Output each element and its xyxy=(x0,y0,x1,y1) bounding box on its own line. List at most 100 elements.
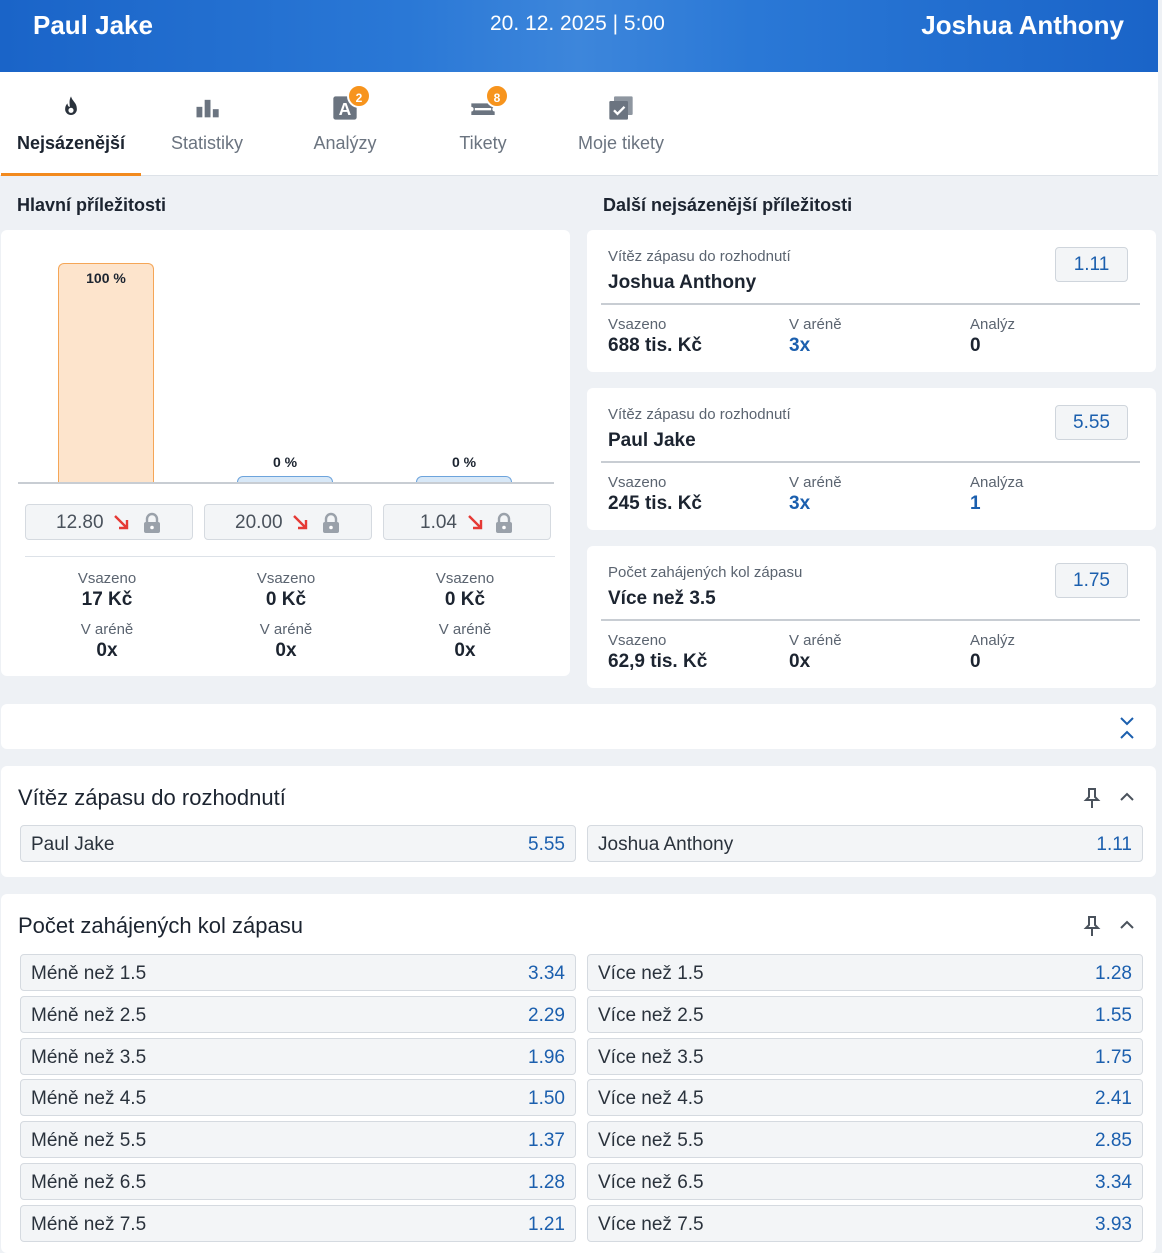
tab-label: Moje tikety xyxy=(577,133,665,153)
stat-analyzy[interactable]: Analýza 1 xyxy=(970,474,1023,515)
stat-vsazeno: Vsazeno 62,9 tis. Kč xyxy=(608,632,707,673)
odd-value: 1.55 xyxy=(1095,1004,1132,1026)
odd-button[interactable]: Více než 6.5 3.34 xyxy=(587,1163,1143,1200)
selection-label: Méně než 3.5 xyxy=(31,1046,147,1068)
chart-baseline xyxy=(18,482,554,484)
vsazeno-label: Vsazeno xyxy=(435,570,495,587)
tab-label: Tikety xyxy=(459,133,507,153)
odd-value: 1.28 xyxy=(528,1172,565,1193)
odd-box-1[interactable]: 12.80 xyxy=(25,504,193,540)
market-name: Počet zahájených kol zápasu xyxy=(608,564,803,581)
odd-button[interactable]: Méně než 3.5 1.96 xyxy=(20,1037,576,1075)
tab-nejsazenejsi[interactable]: Nejsázenější xyxy=(1,72,141,176)
opportunity-card-1: Vítěz zápasu do rozhodnutí Joshua Anthon… xyxy=(587,230,1156,372)
stat-arena: V aréně 0x xyxy=(789,632,842,673)
odd-value: 2.41 xyxy=(1095,1088,1132,1110)
odd-button[interactable]: Méně než 5.5 1.37 xyxy=(20,1121,576,1159)
stat-vsazeno: Vsazeno 688 tis. Kč xyxy=(608,316,702,357)
selection-label: Méně než 1.5 xyxy=(31,963,147,984)
expand-more-bar[interactable] xyxy=(1,704,1156,749)
stat-value: 1 xyxy=(970,493,981,514)
odd-button[interactable]: Více než 5.5 2.85 xyxy=(587,1121,1143,1159)
odd-button[interactable]: Více než 3.5 1.75 xyxy=(587,1037,1143,1075)
stat-value: 3x xyxy=(789,335,811,356)
odd-box-3[interactable]: 1.04 xyxy=(383,504,551,540)
away-fighter-name[interactable]: Joshua Anthony xyxy=(921,10,1124,40)
odd-value: 3.34 xyxy=(1095,1172,1132,1193)
odd-button[interactable]: 1.11 xyxy=(1055,247,1128,282)
odd-button[interactable]: Více než 1.5 1.28 xyxy=(587,954,1143,991)
odd-value: 1.75 xyxy=(1095,1046,1132,1068)
selection-name: Více než 3.5 xyxy=(608,588,716,609)
stat-value: 3x xyxy=(789,493,811,514)
odd-button[interactable]: 5.55 xyxy=(1055,405,1128,440)
selection-label: Více než 4.5 xyxy=(598,1088,704,1110)
main-opportunities-title: Hlavní příležitosti xyxy=(17,195,167,215)
lock-icon xyxy=(323,512,339,533)
odd-button[interactable]: Více než 7.5 3.93 xyxy=(587,1204,1143,1242)
market-title: Vítěz zápasu do rozhodnutí xyxy=(18,785,286,810)
ticket-icon-wrap: 8 xyxy=(469,84,509,122)
card-divider xyxy=(601,619,1140,621)
odd-button[interactable]: Méně než 2.5 2.29 xyxy=(20,995,576,1033)
stat-value: 245 tis. Kč xyxy=(608,493,702,514)
odd-value: 20.00 xyxy=(235,512,283,533)
stat-value: 0 xyxy=(970,651,981,672)
odd-value: 1.28 xyxy=(1095,963,1132,984)
odd-button[interactable]: Méně než 6.5 1.28 xyxy=(20,1163,576,1200)
arena-value: 0x xyxy=(275,640,297,661)
arrow-down-icon xyxy=(293,515,308,530)
analyzy-count-badge: 2 xyxy=(347,84,371,108)
stat-arena[interactable]: V aréně 3x xyxy=(789,316,842,357)
arena-label: V aréně xyxy=(80,621,134,638)
odd-box-2[interactable]: 20.00 xyxy=(204,504,372,540)
tab-tikety[interactable]: 8 Tikety xyxy=(417,72,549,176)
odd-value: 2.29 xyxy=(528,1004,565,1026)
stat-label: Analýz xyxy=(970,632,1016,649)
odd-button[interactable]: Joshua Anthony 1.11 xyxy=(587,825,1143,862)
tab-moje-tikety[interactable]: Moje tikety xyxy=(555,72,687,176)
odd-button[interactable]: Méně než 1.5 3.34 xyxy=(20,954,576,991)
stat-vsazeno: Vsazeno 245 tis. Kč xyxy=(608,474,702,515)
stats-divider xyxy=(25,556,555,557)
opportunity-card-3: Počet zahájených kol zápasu Více než 3.5… xyxy=(587,546,1156,688)
arrow-down-icon xyxy=(468,515,483,530)
selection-label: Více než 5.5 xyxy=(598,1130,704,1152)
pin-icon[interactable] xyxy=(1083,787,1101,809)
bar-chart-icon xyxy=(196,99,219,118)
chevron-up-icon[interactable] xyxy=(1118,789,1136,803)
odd-button[interactable]: Více než 2.5 1.55 xyxy=(587,995,1143,1033)
odd-button[interactable]: Paul Jake 5.55 xyxy=(20,825,576,862)
chevron-up-icon[interactable] xyxy=(1118,917,1136,931)
tab-label: Analýzy xyxy=(313,133,377,153)
lock-icon xyxy=(496,512,512,533)
odd-value: 1.04 xyxy=(420,512,457,533)
odd-button[interactable]: Méně než 7.5 1.21 xyxy=(20,1204,576,1242)
tab-label: Statistiky xyxy=(170,133,244,153)
stat-label: Vsazeno xyxy=(608,474,667,491)
vsazeno-label: Vsazeno xyxy=(256,570,316,587)
market-name: Vítěz zápasu do rozhodnutí xyxy=(608,248,791,265)
bar-percent-label: 0 % xyxy=(272,454,298,470)
pin-icon[interactable] xyxy=(1083,915,1101,937)
stat-label: Analýz xyxy=(970,316,1016,333)
odd-button[interactable]: 1.75 xyxy=(1055,563,1128,598)
double-chevron-icon[interactable] xyxy=(1118,716,1136,740)
selection-label: Méně než 7.5 xyxy=(31,1213,147,1235)
bar-percent-label: 100 % xyxy=(86,270,126,286)
odd-button[interactable]: Více než 4.5 2.41 xyxy=(587,1079,1143,1117)
stat-value: 688 tis. Kč xyxy=(608,335,702,356)
arena-value: 0x xyxy=(96,640,118,661)
home-fighter-name[interactable]: Paul Jake xyxy=(33,10,153,40)
arena-label: V aréně xyxy=(438,621,492,638)
stat-analyzy: Analýz 0 xyxy=(970,316,1015,357)
odd-value: 3.93 xyxy=(1095,1213,1132,1235)
my-tickets-icon xyxy=(609,96,633,120)
tab-statistiky[interactable]: Statistiky xyxy=(141,72,273,176)
stat-arena[interactable]: V aréně 3x xyxy=(789,474,842,515)
odd-button[interactable]: Méně než 4.5 1.50 xyxy=(20,1079,576,1117)
vsazeno-value: 0 Kč xyxy=(444,589,486,610)
stat-column-2: Vsazeno 0 Kč V aréně 0x xyxy=(202,570,370,662)
tab-analyzy[interactable]: A 2 Analýzy xyxy=(279,72,411,176)
arena-label: V aréně xyxy=(259,621,313,638)
